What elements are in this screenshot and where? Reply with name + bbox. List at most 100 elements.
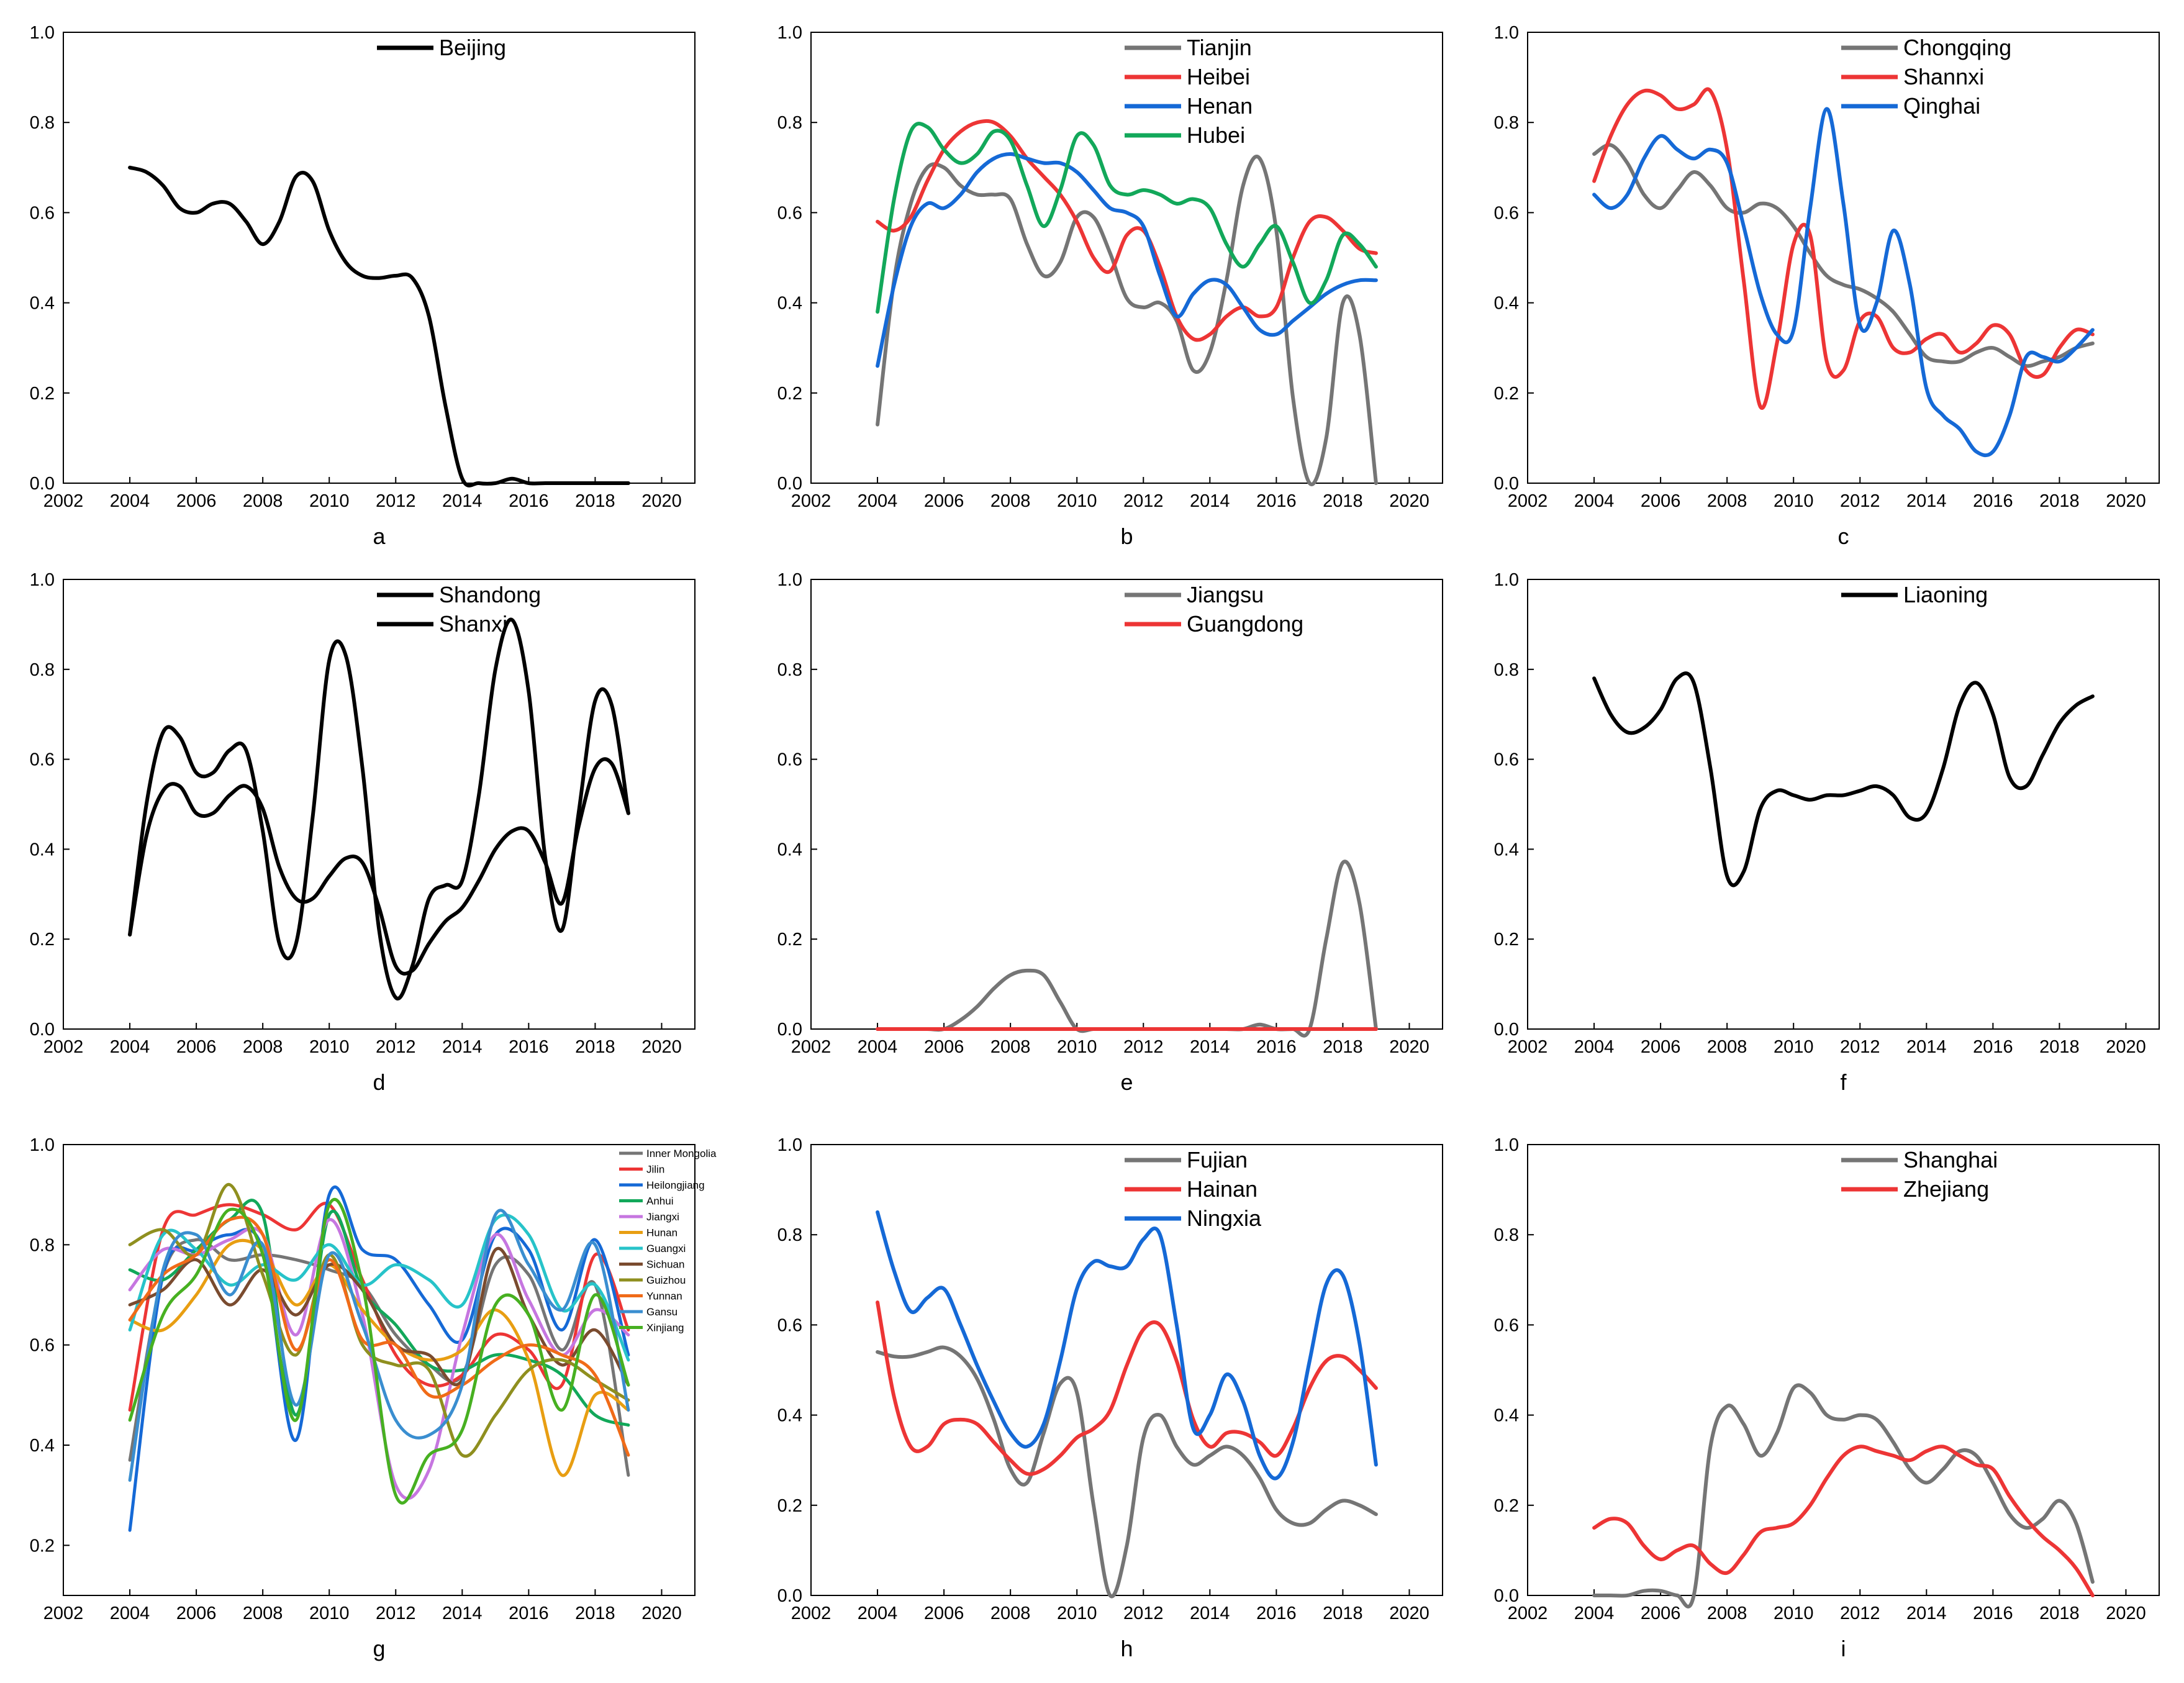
x-tick-label: 2012 xyxy=(1123,491,1164,511)
series-line-fujian xyxy=(876,1345,1378,1599)
x-tick-label: 2008 xyxy=(1707,1037,1747,1057)
x-tick-label: 2020 xyxy=(2106,1037,2146,1057)
y-tick-label: 0.0 xyxy=(777,1020,802,1040)
legend-label: Jilin xyxy=(646,1164,664,1176)
x-tick-label: 2002 xyxy=(43,1037,84,1057)
x-tick-label: 2006 xyxy=(176,1604,217,1623)
x-tick-label: 2010 xyxy=(1057,1604,1097,1623)
series-line-shanghai xyxy=(1592,1383,2095,1608)
y-tick-label: 0.0 xyxy=(1494,1586,1519,1606)
panel-h: 0.0 0.2 0.4 0.6 0.8 1.0 2002 2004 2006 2008 2010 20… xyxy=(777,1135,1443,1661)
y-tick-label: 0.0 xyxy=(1494,474,1519,494)
x-tick-label: 2002 xyxy=(1508,1604,1548,1623)
y-tick-label: 0.6 xyxy=(777,750,802,770)
x-tick-label: 2008 xyxy=(243,1604,283,1623)
panel-f: 0.0 0.2 0.4 0.6 0.8 1.0 2002 2004 2006 2008 2010 20… xyxy=(1494,570,2160,1095)
x-tick-label: 2018 xyxy=(1323,1037,1363,1057)
y-tick-label: 0.2 xyxy=(777,930,802,950)
x-tick-label: 2018 xyxy=(575,1037,615,1057)
legend-label: Shannxi xyxy=(1903,64,1984,89)
legend-label: Sichuan xyxy=(646,1259,684,1271)
x-tick-label: 2008 xyxy=(990,491,1031,511)
y-tick-label: 0.8 xyxy=(777,660,802,680)
x-tick-label: 2002 xyxy=(1508,1037,1548,1057)
y-tick-label: 0.6 xyxy=(30,750,55,770)
panel-g: 0.2 0.4 0.6 0.8 1.0 2002 2004 2006 2008 2010 2012 2… xyxy=(30,1135,717,1661)
y-tick-label: 0.0 xyxy=(777,1586,802,1606)
panel-letter: b xyxy=(1120,524,1133,549)
legend-label: Ningxia xyxy=(1187,1205,1262,1231)
y-tick-label: 1.0 xyxy=(30,23,55,43)
x-tick-label: 2012 xyxy=(1840,491,1880,511)
x-tick-label: 2004 xyxy=(858,1604,898,1623)
legend-label: Gansu xyxy=(646,1306,677,1318)
legend-label: Jiangsu xyxy=(1187,582,1264,607)
y-tick-label: 0.4 xyxy=(777,294,802,314)
y-tick-label: 0.2 xyxy=(1494,930,1519,950)
x-tick-label: 2014 xyxy=(1190,1037,1230,1057)
x-tick-label: 2010 xyxy=(309,1037,350,1057)
legend-label: Tianjin xyxy=(1187,35,1252,60)
y-tick-label: 0.8 xyxy=(1494,113,1519,133)
x-tick-label: 2014 xyxy=(1190,1604,1230,1623)
panel-c-frame xyxy=(1527,32,2160,484)
panel-a: 0.0 0.2 0.4 0.6 0.8 1.0 2002 2004 2006 2008 2010 20… xyxy=(30,23,696,549)
x-tick-label: 2016 xyxy=(1256,491,1297,511)
y-tick-label: 0.2 xyxy=(777,384,802,404)
y-tick-label: 0.6 xyxy=(30,203,55,223)
panel-a-frame xyxy=(63,32,696,484)
legend-label: Guangdong xyxy=(1187,611,1303,637)
panel-letter: h xyxy=(1120,1636,1133,1661)
x-tick-label: 2004 xyxy=(1574,1037,1615,1057)
x-tick-label: 2016 xyxy=(509,1037,549,1057)
series-line-beijing xyxy=(128,165,630,488)
legend-label: Anhui xyxy=(646,1195,673,1207)
x-tick-label: 2020 xyxy=(1389,491,1430,511)
panel-h-frame xyxy=(810,1144,1443,1596)
panel-i: 0.0 0.2 0.4 0.6 0.8 1.0 2002 2004 2006 2008 2010 20… xyxy=(1494,1135,2160,1661)
x-tick-label: 2002 xyxy=(791,1604,831,1623)
legend-label: Henan xyxy=(1187,93,1253,119)
series-line-henan xyxy=(876,152,1378,368)
series-line-shanxi xyxy=(128,617,630,1000)
panel-g-frame xyxy=(63,1144,696,1596)
x-tick-label: 2006 xyxy=(1641,1604,1681,1623)
panel-letter: f xyxy=(1840,1069,1847,1095)
series-line-inner-mongolia xyxy=(128,1238,630,1477)
x-tick-label: 2020 xyxy=(641,491,682,511)
x-tick-label: 2014 xyxy=(1906,1604,1947,1623)
series-line-liaoning xyxy=(1592,671,2095,887)
panel-e: 0.0 0.2 0.4 0.6 0.8 1.0 2002 2004 2006 2008 2010 20… xyxy=(777,570,1443,1095)
y-tick-label: 1.0 xyxy=(1494,570,1519,590)
x-tick-label: 2002 xyxy=(1508,491,1548,511)
series-line-shannxi xyxy=(1592,87,2095,410)
legend-label: Yunnan xyxy=(646,1291,682,1302)
x-tick-label: 2016 xyxy=(1973,491,2013,511)
series-line-tianjin xyxy=(876,155,1378,486)
x-tick-label: 2018 xyxy=(1323,491,1363,511)
x-tick-label: 2014 xyxy=(1190,491,1230,511)
panel-letter: i xyxy=(1841,1636,1846,1661)
series-line-guangxi xyxy=(128,1213,630,1362)
y-tick-label: 0.2 xyxy=(1494,384,1519,404)
panel-c: 0.0 0.2 0.4 0.6 0.8 1.0 2002 2004 2006 2008 2010 20… xyxy=(1494,23,2160,549)
x-tick-label: 2010 xyxy=(1057,491,1097,511)
x-tick-label: 2002 xyxy=(43,1604,84,1623)
x-tick-label: 2010 xyxy=(1774,491,1814,511)
legend-label: Guangxi xyxy=(646,1243,686,1254)
x-tick-label: 2016 xyxy=(1973,1037,2013,1057)
x-tick-label: 2004 xyxy=(110,1604,150,1623)
legend-label: Shanghai xyxy=(1903,1147,1998,1173)
y-tick-label: 0.6 xyxy=(1494,1315,1519,1335)
x-tick-label: 2012 xyxy=(1123,1604,1164,1623)
x-tick-label: 2018 xyxy=(575,1604,615,1623)
series-line-heibei xyxy=(876,119,1378,342)
x-tick-label: 2012 xyxy=(376,1037,416,1057)
x-tick-label: 2008 xyxy=(990,1037,1031,1057)
series-line-hubei xyxy=(876,122,1378,314)
legend-label: Xinjiang xyxy=(646,1322,684,1334)
x-tick-label: 2014 xyxy=(442,1604,483,1623)
series-line-hainan xyxy=(876,1300,1378,1476)
panel-letter: d xyxy=(373,1069,385,1095)
x-tick-label: 2008 xyxy=(1707,491,1747,511)
